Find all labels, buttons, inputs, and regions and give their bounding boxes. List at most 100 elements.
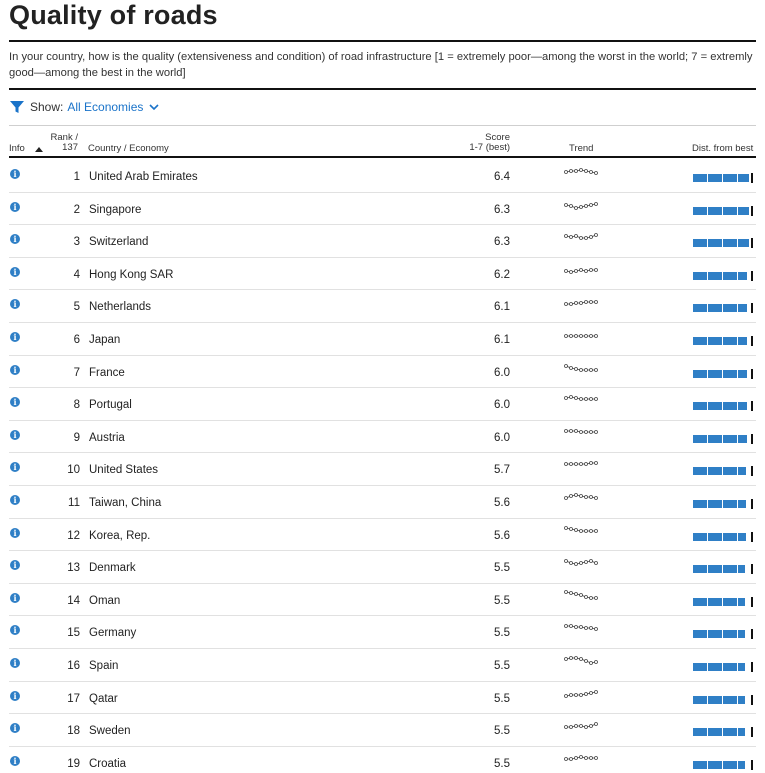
table-row: i 18 Sweden 5.5 (9, 714, 756, 747)
row-country[interactable]: Oman (89, 594, 121, 607)
row-rank: 19 (67, 757, 80, 770)
info-icon[interactable]: i (10, 690, 20, 701)
chevron-down-icon[interactable] (149, 103, 159, 111)
dist-from-best-bar (693, 466, 753, 477)
info-icon[interactable]: i (10, 494, 20, 505)
info-icon[interactable]: i (10, 560, 20, 571)
row-country[interactable]: Japan (89, 333, 121, 346)
dist-bar-segment (737, 434, 738, 443)
row-rank: 17 (67, 692, 80, 705)
row-country[interactable]: Taiwan, China (89, 496, 162, 509)
description-divider (9, 88, 756, 90)
info-icon[interactable]: i (10, 266, 20, 277)
info-icon[interactable]: i (10, 755, 20, 766)
info-icon[interactable]: i (10, 723, 20, 734)
row-country[interactable]: United Arab Emirates (89, 171, 198, 183)
trend-sparkline (564, 201, 598, 210)
row-country[interactable]: Germany (89, 627, 137, 640)
dist-bar-fill (693, 728, 745, 737)
dist-bar-segment (737, 206, 738, 215)
sort-up-icon[interactable] (34, 146, 43, 152)
info-icon[interactable]: i (10, 234, 20, 245)
dist-from-best-bar (693, 564, 753, 575)
info-icon[interactable]: i (10, 364, 20, 375)
row-country[interactable]: Hong Kong SAR (89, 268, 174, 281)
trend-sparkline (564, 656, 598, 665)
dist-bar-segment (707, 630, 708, 639)
header-divider (9, 156, 756, 158)
dist-bar-segment (737, 174, 738, 182)
row-country[interactable]: Denmark (89, 562, 136, 575)
table-row: i 14 Oman 5.5 (9, 584, 756, 617)
table-row: i 15 Germany 5.5 (9, 616, 756, 649)
row-country[interactable]: Austria (89, 431, 125, 444)
dist-bar-fill (693, 662, 745, 671)
trend-sparkline (564, 395, 598, 402)
dist-bar-segment (722, 695, 723, 704)
trend-sparkline (564, 559, 598, 567)
table-row: i 6 Japan 6.1 (9, 323, 756, 356)
row-country[interactable]: Portugal (89, 399, 132, 412)
info-icon[interactable]: i (10, 592, 20, 603)
dist-bar-fill (693, 532, 746, 541)
row-rank: 6 (73, 333, 80, 346)
row-country[interactable]: Singapore (89, 203, 142, 216)
table-header: Info Rank / 137 Country / Economy Score … (0, 132, 765, 156)
table-row: i 19 Croatia 5.5 (9, 747, 756, 773)
dist-bar-segment (722, 304, 723, 313)
info-icon[interactable]: i (10, 397, 20, 408)
info-column-header[interactable]: Info (9, 144, 43, 154)
row-score: 6.0 (494, 366, 510, 379)
row-rank: 8 (73, 399, 80, 412)
row-country[interactable]: Netherlands (89, 301, 152, 314)
dist-from-best-bar (693, 727, 753, 738)
table-row: i 1 United Arab Emirates 6.4 (9, 160, 756, 193)
dist-bar-segment (737, 467, 738, 476)
economy-filter[interactable]: Show: All Economies (9, 99, 159, 115)
dist-from-best-bar (693, 498, 753, 509)
row-score: 5.6 (494, 496, 510, 509)
dist-bar-segment (722, 499, 723, 508)
dist-best-marker (751, 238, 753, 249)
row-country[interactable]: France (89, 366, 125, 379)
row-country[interactable]: Croatia (89, 757, 127, 770)
info-icon[interactable]: i (10, 625, 20, 636)
dist-bar-segment (707, 402, 708, 411)
row-country[interactable]: United States (89, 464, 159, 477)
info-icon[interactable]: i (10, 299, 20, 310)
trend-sparkline (564, 461, 598, 467)
dist-from-best-bar (693, 661, 753, 672)
rank-column-header[interactable]: Rank / 137 (49, 133, 78, 153)
dist-bar-segment (737, 239, 738, 248)
dist-bar-fill (693, 336, 747, 345)
dist-bar-segment (737, 695, 738, 704)
row-country[interactable]: Spain (89, 659, 119, 672)
trend-sparkline (564, 493, 598, 500)
row-country[interactable]: Switzerland (89, 236, 149, 249)
info-icon[interactable]: i (10, 462, 20, 473)
country-column-header[interactable]: Country / Economy (88, 143, 169, 154)
score-column-header[interactable]: Score 1-7 (best) (460, 133, 510, 153)
dist-bar-segment (722, 434, 723, 443)
dist-best-marker (751, 466, 753, 477)
row-country[interactable]: Qatar (89, 692, 118, 705)
info-icon[interactable]: i (10, 657, 20, 668)
info-icon[interactable]: i (10, 429, 20, 440)
dist-bar-segment (707, 304, 708, 313)
score-header-line2: 1-7 (best) (469, 142, 510, 153)
info-icon[interactable]: i (10, 201, 20, 212)
row-country[interactable]: Korea, Rep. (89, 529, 151, 542)
row-score: 6.4 (494, 171, 510, 183)
row-country[interactable]: Sweden (89, 725, 131, 738)
score-header-line1: Score (485, 132, 510, 143)
dist-column-header[interactable]: Dist. from best (692, 143, 754, 154)
dist-bar-segment (737, 532, 738, 541)
info-icon[interactable]: i (10, 169, 20, 179)
dist-bar-fill (693, 304, 747, 313)
info-icon[interactable]: i (10, 331, 20, 342)
dist-bar-segment (737, 369, 738, 378)
dist-bar-segment (722, 369, 723, 378)
info-icon[interactable]: i (10, 527, 20, 538)
dist-best-marker (751, 205, 753, 216)
filter-selected-value[interactable]: All Economies (67, 100, 144, 114)
